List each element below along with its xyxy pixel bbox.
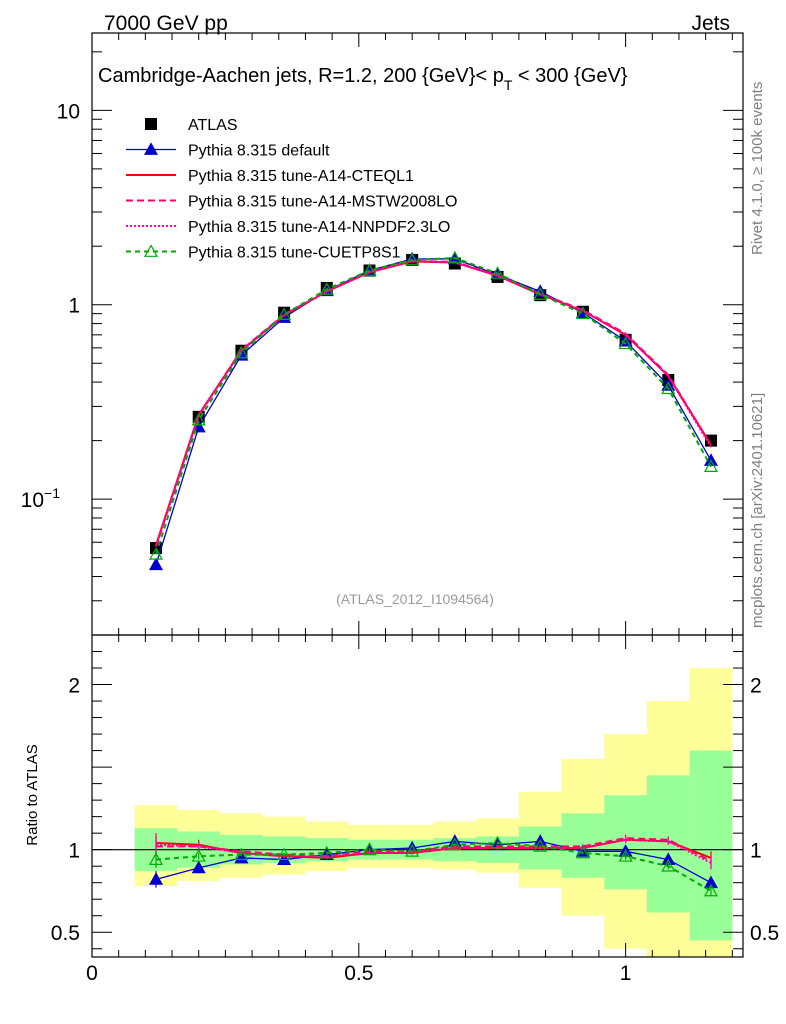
ratio-y-axis-label: Ratio to ATLAS [24,744,41,845]
legend-atlas-marker [145,118,157,130]
series-4-point-1 [191,412,206,426]
series-4-point-6 [405,252,420,266]
ratio-4-point-1 [191,849,206,862]
main-y-tick-base-0: 10 [21,489,44,512]
series-4-point-10 [575,306,590,320]
ratio-4-point-11 [618,849,633,862]
ratio-line-0 [155,840,712,884]
ratio-4-point-8 [490,835,505,849]
x-tick-label-1: 0.5 [344,962,373,985]
chart-title: Cambridge-Aachen jets, R=1.2, 200 {GeV}<… [98,65,628,93]
series-4-point-7 [447,250,462,264]
ratio-y-tick-label-right-1: 1 [750,840,762,863]
series-4-point-9 [533,287,548,300]
chart-title-main: Cambridge-Aachen jets, R=1.2, 200 {GeV}<… [98,65,504,87]
band-green-13 [689,750,733,941]
plot-frames [91,32,744,958]
ratio-0-point-2 [234,850,249,864]
series-4-point-3 [277,307,292,320]
series-line-3 [155,259,712,547]
main-y-tick-label-1: 1 [68,295,80,318]
series-line-0 [155,258,712,565]
ratio-4-point-10 [575,845,590,859]
x-tick-label-0: 0 [86,962,98,985]
legend-label-1: Pythia 8.315 tune-A14-CTEQL1 [188,168,414,185]
ratio-4-point-6 [405,844,420,857]
series-4-point-11 [618,336,633,350]
watermark: (ATLAS_2012_I1094564) [336,591,494,607]
series-4-point-0 [149,547,164,560]
header-left: 7000 GeV pp [104,12,228,35]
axis-ticks [91,33,743,957]
main-series-layer [149,250,719,571]
series-4-point-8 [490,266,505,279]
main-y-tick-label-2: 10 [57,100,80,123]
ratio-4-point-4 [319,845,334,859]
ratio-0-point-1 [191,860,206,874]
legend-label-2: Pythia 8.315 tune-A14-MSTW2008LO [188,194,457,211]
header-right: Jets [691,12,730,35]
mcplots-label: mcplots.cern.ch [arXiv:2401.10621] [749,393,766,628]
ratio-y-tick-label-2: 2 [68,675,80,698]
ratio-4-point-12 [661,858,676,872]
ratio-4-point-5 [362,842,377,856]
ratio-4-point-0 [149,852,164,865]
legend-label-3: Pythia 8.315 tune-A14-NNPDF2.3LO [188,219,450,236]
chart-title-end: < 300 {GeV} [512,65,627,87]
legend-atlas-label: ATLAS [188,117,238,134]
ratio-y-tick-label-1: 1 [68,840,80,863]
ratio-4-point-13 [703,883,719,897]
legend: ATLAS Pythia 8.315 default Pythia 8.315 tu… [126,117,457,262]
series-4-point-5 [362,263,377,276]
ratio-y-tick-label-right-0: 0.5 [750,922,779,945]
rivet-label: Rivet 4.1.0, ≥ 100k events [749,82,766,255]
series-line-4 [155,256,712,555]
series-line-1 [155,260,712,546]
ratio-0-point-0 [149,872,164,885]
ratio-line-2 [156,837,712,863]
ratio-y-tick-label-0: 0.5 [51,922,80,945]
ratio-4-point-3 [277,847,292,861]
main-y-tick-exp-0: −1 [44,485,60,501]
series-4-point-4 [319,282,334,295]
ratio-4-point-2 [234,847,249,861]
legend-marker-4 [143,244,159,257]
ratio-y-tick-label-right-2: 2 [750,675,762,698]
x-tick-label-2: 1 [620,962,632,985]
ratio-series-layer [149,833,719,897]
chart-title-subscript: T [504,77,513,93]
series-line-2 [155,259,712,547]
legend-marker-0 [143,142,159,155]
legend-label-4: Pythia 8.315 tune-CUETP8S1 [188,245,401,262]
series-4-point-12 [661,381,676,395]
legend-label-0: Pythia 8.315 default [188,143,330,160]
series-0-point-0 [149,557,164,571]
ratio-frame [91,634,744,958]
ratio-uncertainty-bands [134,668,733,957]
ratio-line-3 [155,838,712,864]
ratio-4-point-9 [533,839,548,852]
series-4-point-2 [234,345,249,359]
ratio-4-point-7 [447,837,462,851]
main-y-tick-label-0: 10−1 [21,485,61,512]
series-4-point-13 [703,459,719,473]
ratio-line-4 [155,842,712,892]
